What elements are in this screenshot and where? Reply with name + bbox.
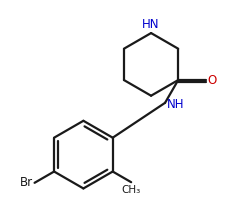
Text: CH₃: CH₃ <box>121 185 141 195</box>
Text: HN: HN <box>142 18 160 31</box>
Text: NH: NH <box>167 98 185 111</box>
Text: Br: Br <box>20 176 33 189</box>
Text: O: O <box>208 74 217 87</box>
